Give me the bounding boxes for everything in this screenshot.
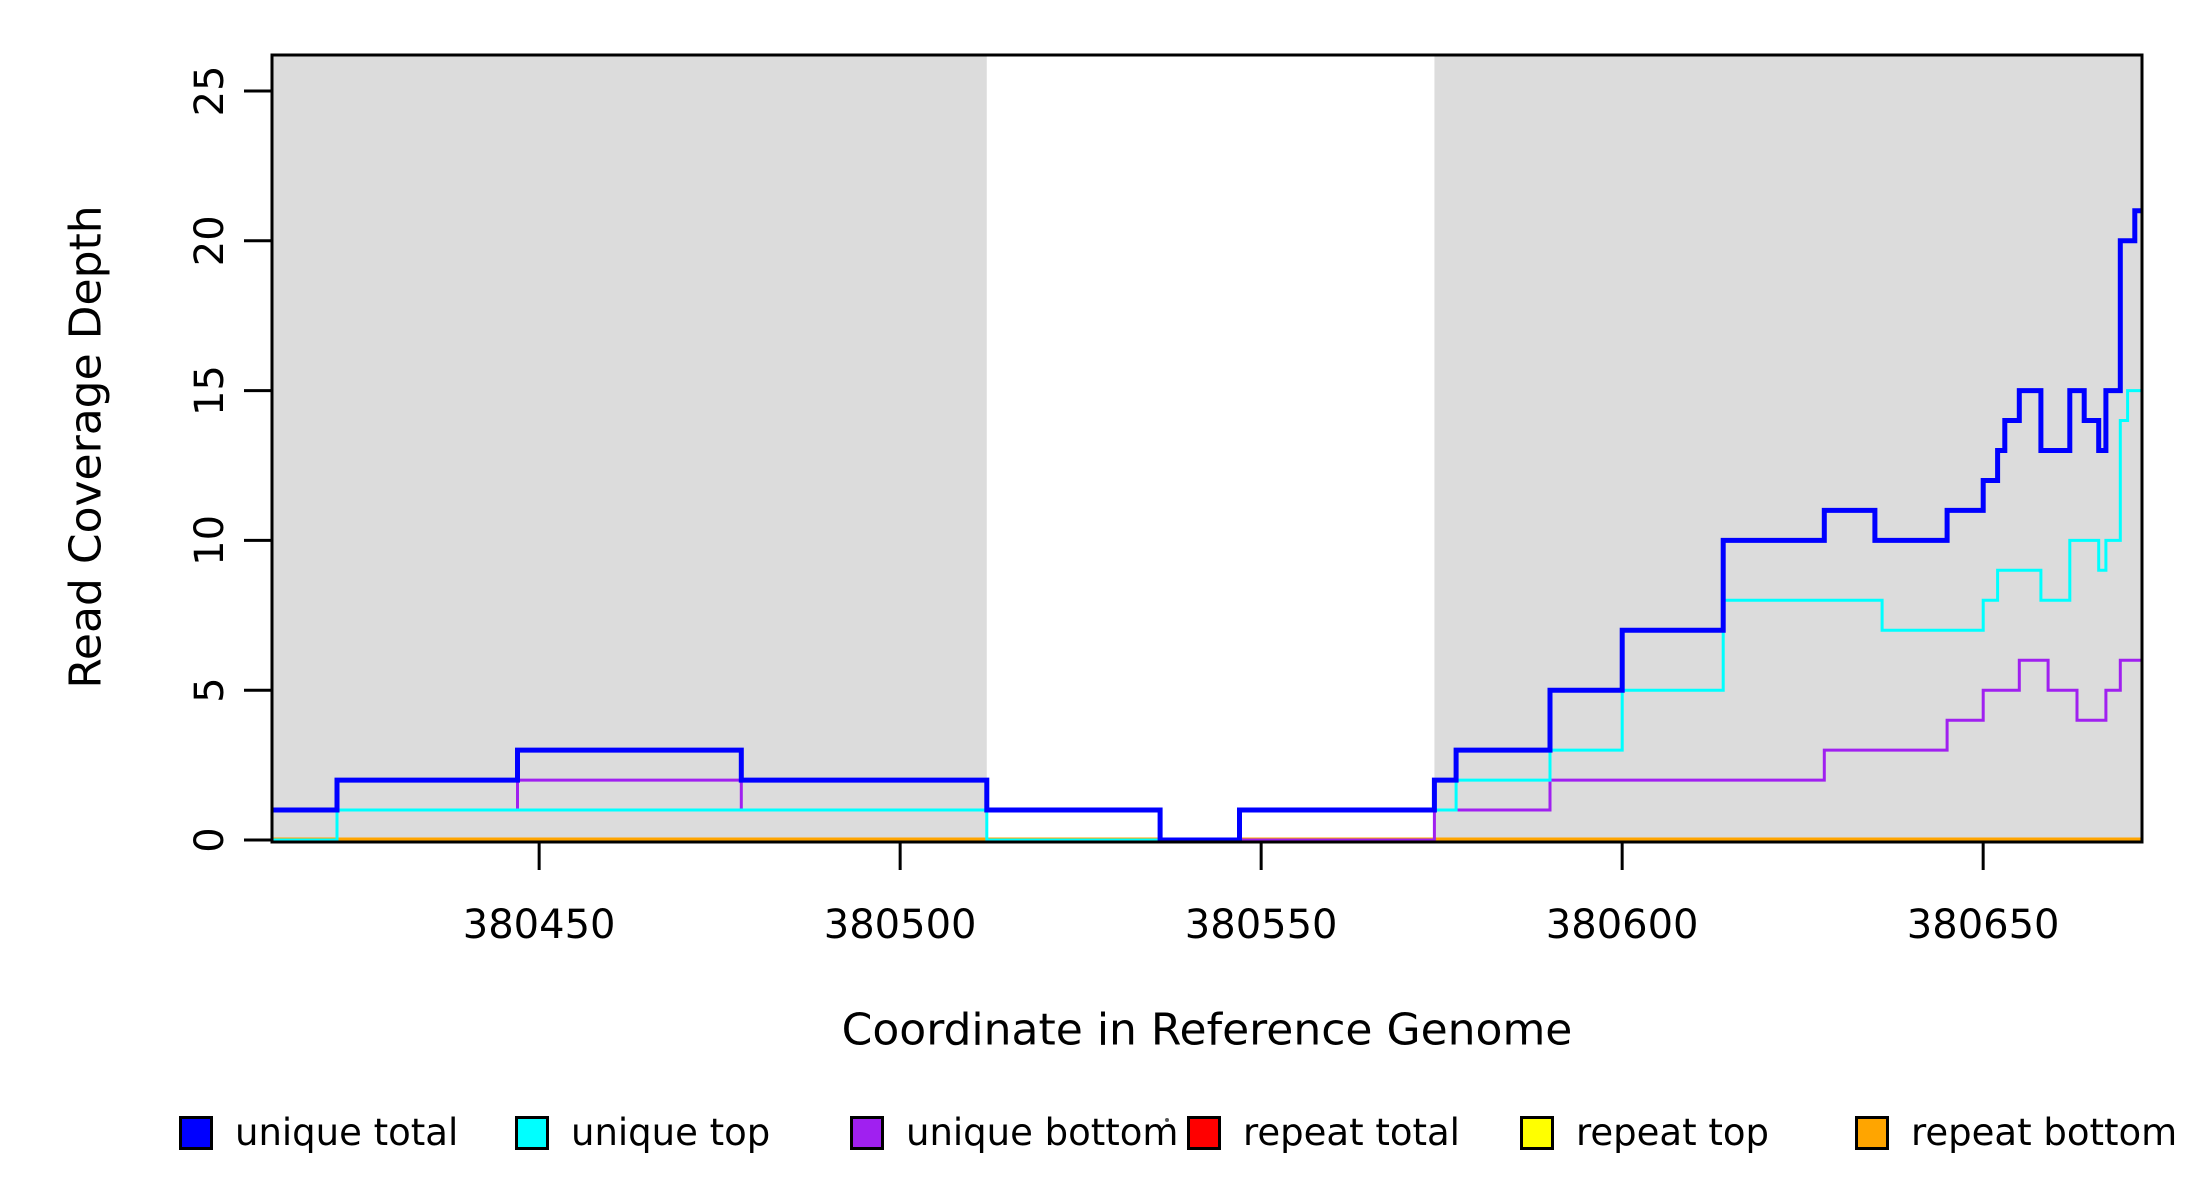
legend-entry-repeat-top: repeat top xyxy=(1520,1114,1769,1152)
x-tick-label: 380650 xyxy=(1907,902,2060,948)
legend-label: unique bottom xyxy=(906,1111,1179,1154)
legend-entry-unique-top: unique top xyxy=(515,1114,770,1152)
repeat-region-right xyxy=(1434,55,2142,842)
legend-entry-unique-total: unique total xyxy=(179,1114,458,1152)
legend-label: repeat total xyxy=(1243,1111,1460,1154)
x-axis-title: Coordinate in Reference Genome xyxy=(841,1004,1573,1056)
y-tick-label: 0 xyxy=(187,827,233,852)
series-unique-total xyxy=(272,208,2142,843)
legend-swatch-unique-top xyxy=(515,1116,549,1150)
y-tick-label: 15 xyxy=(187,365,233,416)
y-tick-label: 20 xyxy=(187,215,233,266)
legend-label: unique total xyxy=(235,1111,459,1154)
stray-dot xyxy=(1165,1118,1169,1122)
x-tick-label: 380500 xyxy=(824,902,977,948)
y-tick-label: 5 xyxy=(187,677,233,702)
y-tick-label: 10 xyxy=(187,515,233,566)
legend-entry-repeat-total: repeat total xyxy=(1187,1114,1460,1152)
y-tick-label: 25 xyxy=(187,66,233,117)
y-axis-title: Read Coverage Depth xyxy=(60,205,112,689)
repeat-region-left xyxy=(272,55,987,842)
plot-border xyxy=(270,53,2144,844)
legend-entry-repeat-bottom: repeat bottom xyxy=(1855,1114,2177,1152)
x-tick-label: 380450 xyxy=(463,902,616,948)
x-tick-label: 380550 xyxy=(1185,902,1338,948)
legend-swatch-unique-bottom xyxy=(850,1116,884,1150)
legend-swatch-repeat-total xyxy=(1187,1116,1221,1150)
legend-swatch-repeat-top xyxy=(1520,1116,1554,1150)
x-tick-label: 380600 xyxy=(1546,902,1699,948)
legend-label: unique top xyxy=(571,1111,771,1154)
legend-swatch-unique-total xyxy=(179,1116,213,1150)
legend-swatch-repeat-bottom xyxy=(1855,1116,1889,1150)
legend-label: repeat bottom xyxy=(1911,1111,2178,1154)
legend-label: repeat top xyxy=(1576,1111,1769,1154)
legend-entry-unique-bottom: unique bottom xyxy=(850,1114,1178,1152)
